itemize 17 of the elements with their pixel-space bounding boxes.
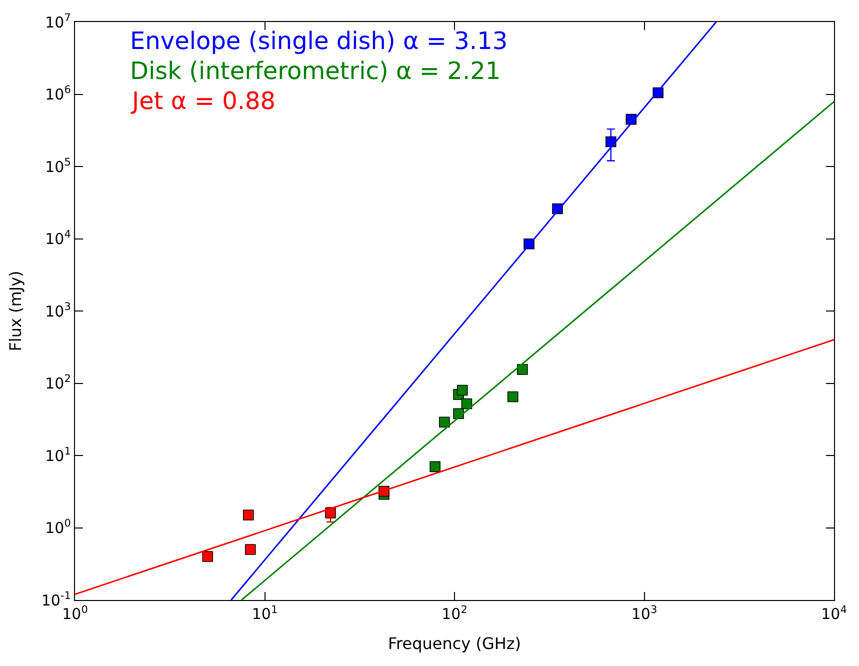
y-tick-label: 10$^{6}$ xyxy=(45,84,72,104)
y-tick-label: 10$^{2}$ xyxy=(45,373,71,392)
x-tick-label: 10$^{2}$ xyxy=(442,604,468,624)
text: Jet α = 0.88 xyxy=(130,87,276,115)
x-tick-label: 10$^{4}$ xyxy=(821,604,848,624)
y-tick-label: 10$^{1}$ xyxy=(45,445,71,465)
x-axis-title: Frequency (GHz) xyxy=(388,634,522,653)
y-tick-label: 10$^{7}$ xyxy=(45,12,71,32)
y-tick-label: 10$^{4}$ xyxy=(45,228,72,248)
y-tick-label: 10$^{3}$ xyxy=(45,300,71,320)
x-tick-label: 10$^{1}$ xyxy=(252,604,278,624)
y-tick-label: 10$^{5}$ xyxy=(45,156,71,176)
legend-label: Disk (interferometric) α = 2.21 xyxy=(130,57,501,85)
y-axis-title: Flux (mJy) xyxy=(6,270,26,352)
legend-label: Envelope (single dish) α = 3.13 xyxy=(130,27,508,55)
y-tick-label: 10$^{0}$ xyxy=(45,518,71,537)
x-tick-label: 10$^{3}$ xyxy=(631,604,658,624)
